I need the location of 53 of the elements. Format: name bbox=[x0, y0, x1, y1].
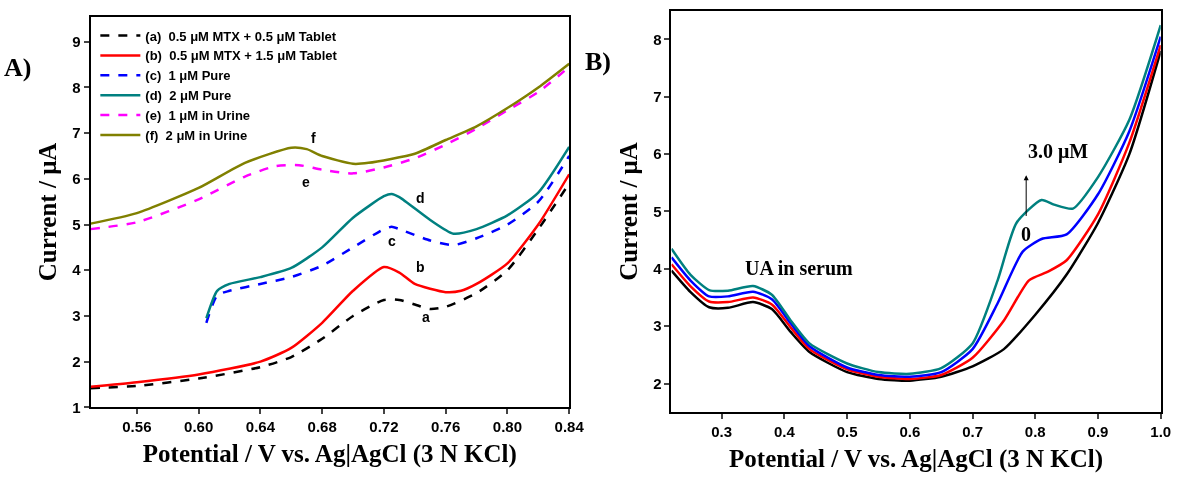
x-tick-label: 0.5 bbox=[836, 423, 858, 441]
x-tick-label: 0.60 bbox=[184, 418, 214, 436]
annotation: a bbox=[422, 309, 430, 325]
y-tick-label: 3 bbox=[653, 317, 662, 335]
x-tick-label: 0.64 bbox=[245, 418, 276, 436]
y-tick-label: 6 bbox=[72, 170, 81, 188]
x-axis-title: Potential / V vs. Ag|AgCl (3 N KCl) bbox=[142, 439, 517, 468]
y-tick-label: 7 bbox=[653, 88, 662, 106]
y-tick-label: 7 bbox=[72, 124, 81, 142]
y-tick-label: 4 bbox=[72, 261, 82, 279]
annotation: c bbox=[388, 233, 396, 249]
y-axis-title: Current / μA bbox=[615, 142, 643, 281]
x-axis-title: Potential / V vs. Ag|AgCl (3 N KCl) bbox=[729, 444, 1104, 473]
legend-label: (c) 1 μM Pure bbox=[145, 68, 231, 84]
y-tick-label: 1 bbox=[72, 398, 81, 416]
x-tick-label: 0.84 bbox=[554, 418, 585, 436]
legend-label: (f) 2 μM in Urine bbox=[145, 128, 248, 144]
x-tick-label: 0.8 bbox=[1024, 423, 1046, 441]
y-tick-label: 2 bbox=[72, 352, 81, 370]
x-tick-label: 0.4 bbox=[773, 423, 796, 441]
legend-label: (e) 1 μM in Urine bbox=[145, 108, 251, 124]
y-tick-label: 5 bbox=[72, 215, 81, 233]
x-tick-label: 0.76 bbox=[431, 418, 461, 436]
annotation: f bbox=[311, 130, 316, 146]
annotation: e bbox=[302, 174, 310, 190]
annotation: b bbox=[416, 259, 425, 275]
x-tick-label: 0.6 bbox=[899, 423, 921, 441]
y-tick-label: 8 bbox=[72, 78, 81, 96]
text: B) bbox=[585, 47, 611, 76]
y-tick-label: 6 bbox=[653, 145, 662, 163]
x-tick-label: 0.72 bbox=[369, 418, 399, 436]
x-tick-label: 0.3 bbox=[711, 423, 733, 441]
text: A) bbox=[4, 53, 32, 82]
annotation: d bbox=[416, 190, 425, 206]
x-tick-label: 0.68 bbox=[307, 418, 337, 436]
x-tick-label: 0.80 bbox=[492, 418, 523, 436]
annotation: UA in serum bbox=[745, 257, 854, 279]
y-tick-label: 4 bbox=[653, 260, 663, 278]
legend-label: (d) 2 μM Pure bbox=[145, 88, 232, 104]
annotation: 0 bbox=[1021, 223, 1031, 245]
x-tick-label: 0.7 bbox=[962, 423, 983, 441]
annotation: 3.0 μM bbox=[1028, 140, 1089, 163]
y-tick-label: 9 bbox=[72, 33, 81, 51]
y-axis-title: Current / μA bbox=[34, 142, 62, 282]
y-tick-label: 2 bbox=[653, 374, 662, 392]
y-tick-label: 8 bbox=[653, 30, 662, 48]
x-tick-label: 1.0 bbox=[1150, 423, 1172, 441]
legend-label: (b) 0.5 μM MTX + 1.5 μM Tablet bbox=[145, 48, 338, 64]
x-tick-label: 0.56 bbox=[122, 418, 152, 436]
y-tick-label: 5 bbox=[653, 202, 662, 220]
legend-label: (a) 0.5 μM MTX + 0.5 μM Tablet bbox=[145, 28, 337, 44]
y-tick-label: 3 bbox=[72, 307, 81, 325]
x-tick-label: 0.9 bbox=[1087, 423, 1109, 441]
